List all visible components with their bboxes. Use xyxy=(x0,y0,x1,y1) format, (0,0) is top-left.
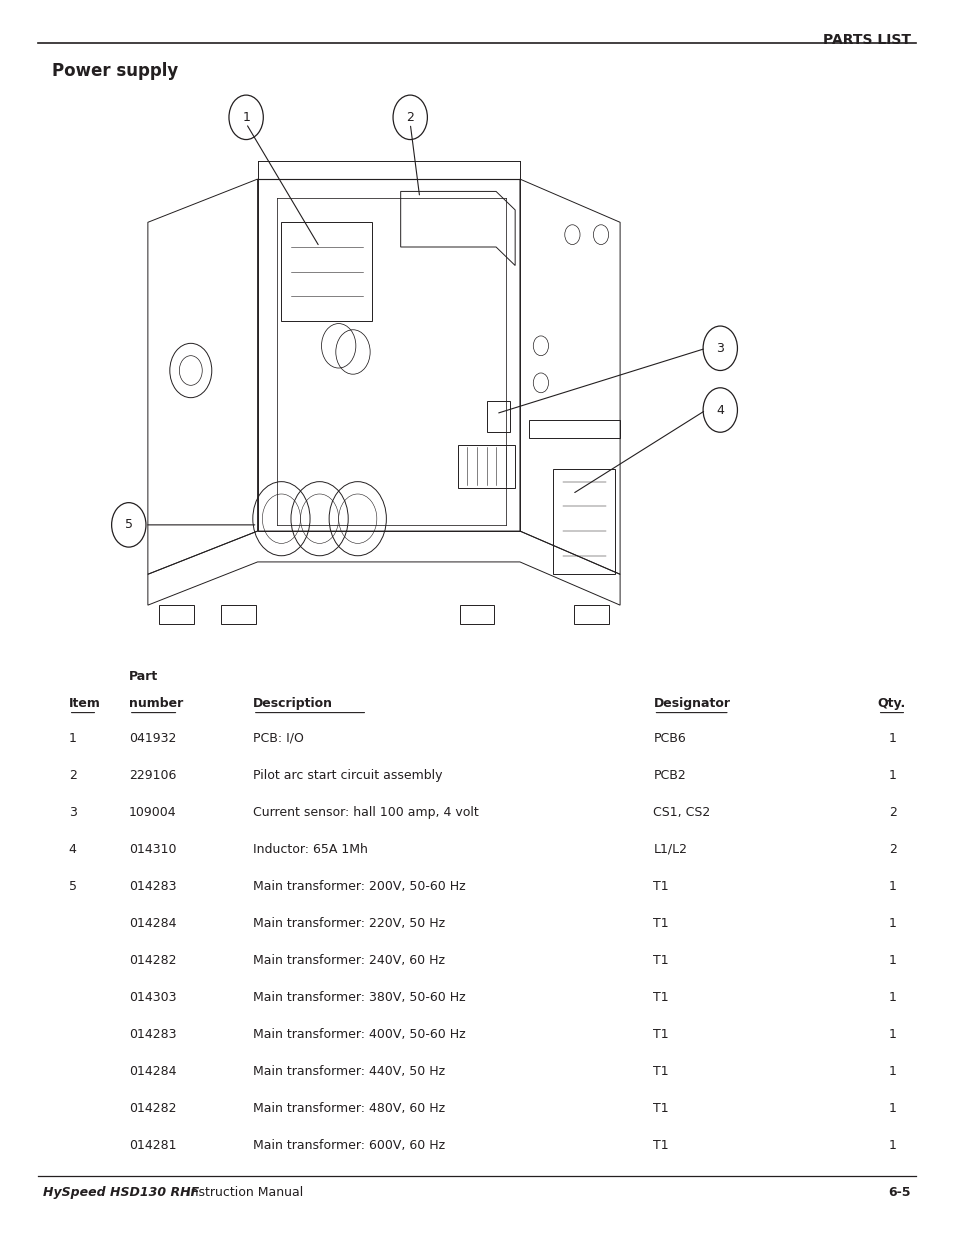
Text: 014282: 014282 xyxy=(129,1102,176,1115)
Text: Current sensor: hall 100 amp, 4 volt: Current sensor: hall 100 amp, 4 volt xyxy=(253,805,478,819)
Text: 109004: 109004 xyxy=(129,805,176,819)
Text: 4: 4 xyxy=(69,842,76,856)
Text: Part: Part xyxy=(129,669,158,683)
Text: Main transformer: 480V, 60 Hz: Main transformer: 480V, 60 Hz xyxy=(253,1102,444,1115)
Text: 1: 1 xyxy=(888,990,896,1004)
Text: 1: 1 xyxy=(888,879,896,893)
Text: T1: T1 xyxy=(653,916,668,930)
Text: Power supply: Power supply xyxy=(52,62,178,80)
Text: T1: T1 xyxy=(653,1139,668,1152)
Text: 2: 2 xyxy=(69,768,76,782)
Text: 3: 3 xyxy=(716,342,723,354)
Text: 2: 2 xyxy=(406,111,414,124)
Text: 1: 1 xyxy=(888,1028,896,1041)
Text: L1/L2: L1/L2 xyxy=(653,842,687,856)
Text: 1: 1 xyxy=(242,111,250,124)
Text: PCB2: PCB2 xyxy=(653,768,685,782)
Text: 1: 1 xyxy=(888,953,896,967)
Text: T1: T1 xyxy=(653,879,668,893)
Text: T1: T1 xyxy=(653,1028,668,1041)
Text: 014282: 014282 xyxy=(129,953,176,967)
Text: 1: 1 xyxy=(69,731,76,745)
Text: 1: 1 xyxy=(888,1102,896,1115)
Text: 1: 1 xyxy=(888,916,896,930)
Text: PARTS LIST: PARTS LIST xyxy=(822,33,910,47)
Text: 2: 2 xyxy=(888,805,896,819)
Text: 014283: 014283 xyxy=(129,879,176,893)
Text: Inductor: 65A 1Mh: Inductor: 65A 1Mh xyxy=(253,842,367,856)
Text: 3: 3 xyxy=(69,805,76,819)
Text: Qty.: Qty. xyxy=(877,697,905,710)
Text: T1: T1 xyxy=(653,1102,668,1115)
Text: Main transformer: 220V, 50 Hz: Main transformer: 220V, 50 Hz xyxy=(253,916,444,930)
Text: 5: 5 xyxy=(69,879,76,893)
Text: 1: 1 xyxy=(888,1065,896,1078)
Text: T1: T1 xyxy=(653,953,668,967)
Text: 014284: 014284 xyxy=(129,916,176,930)
Text: 014303: 014303 xyxy=(129,990,176,1004)
Text: 6-5: 6-5 xyxy=(887,1186,910,1199)
Text: Main transformer: 240V, 60 Hz: Main transformer: 240V, 60 Hz xyxy=(253,953,444,967)
Text: 5: 5 xyxy=(125,519,132,531)
Text: Main transformer: 380V, 50-60 Hz: Main transformer: 380V, 50-60 Hz xyxy=(253,990,465,1004)
Text: 2: 2 xyxy=(888,842,896,856)
Text: 4: 4 xyxy=(716,404,723,416)
Text: HySpeed HSD130 RHF: HySpeed HSD130 RHF xyxy=(43,1186,199,1199)
Text: Item: Item xyxy=(69,697,100,710)
Text: 014310: 014310 xyxy=(129,842,176,856)
Text: Main transformer: 440V, 50 Hz: Main transformer: 440V, 50 Hz xyxy=(253,1065,444,1078)
Text: Designator: Designator xyxy=(653,697,730,710)
Text: CS1, CS2: CS1, CS2 xyxy=(653,805,710,819)
Text: Pilot arc start circuit assembly: Pilot arc start circuit assembly xyxy=(253,768,442,782)
Text: T1: T1 xyxy=(653,990,668,1004)
Text: Description: Description xyxy=(253,697,333,710)
Text: Main transformer: 600V, 60 Hz: Main transformer: 600V, 60 Hz xyxy=(253,1139,444,1152)
Text: T1: T1 xyxy=(653,1065,668,1078)
Text: Main transformer: 200V, 50-60 Hz: Main transformer: 200V, 50-60 Hz xyxy=(253,879,465,893)
Text: number: number xyxy=(129,697,183,710)
Text: 1: 1 xyxy=(888,731,896,745)
Text: 041932: 041932 xyxy=(129,731,176,745)
Text: Main transformer: 400V, 50-60 Hz: Main transformer: 400V, 50-60 Hz xyxy=(253,1028,465,1041)
Text: 1: 1 xyxy=(888,768,896,782)
Text: 1: 1 xyxy=(888,1139,896,1152)
Text: 229106: 229106 xyxy=(129,768,176,782)
Text: 014284: 014284 xyxy=(129,1065,176,1078)
Text: 014281: 014281 xyxy=(129,1139,176,1152)
Text: 014283: 014283 xyxy=(129,1028,176,1041)
Text: PCB: I/O: PCB: I/O xyxy=(253,731,303,745)
Text: Instruction Manual: Instruction Manual xyxy=(183,1186,303,1199)
Text: PCB6: PCB6 xyxy=(653,731,685,745)
